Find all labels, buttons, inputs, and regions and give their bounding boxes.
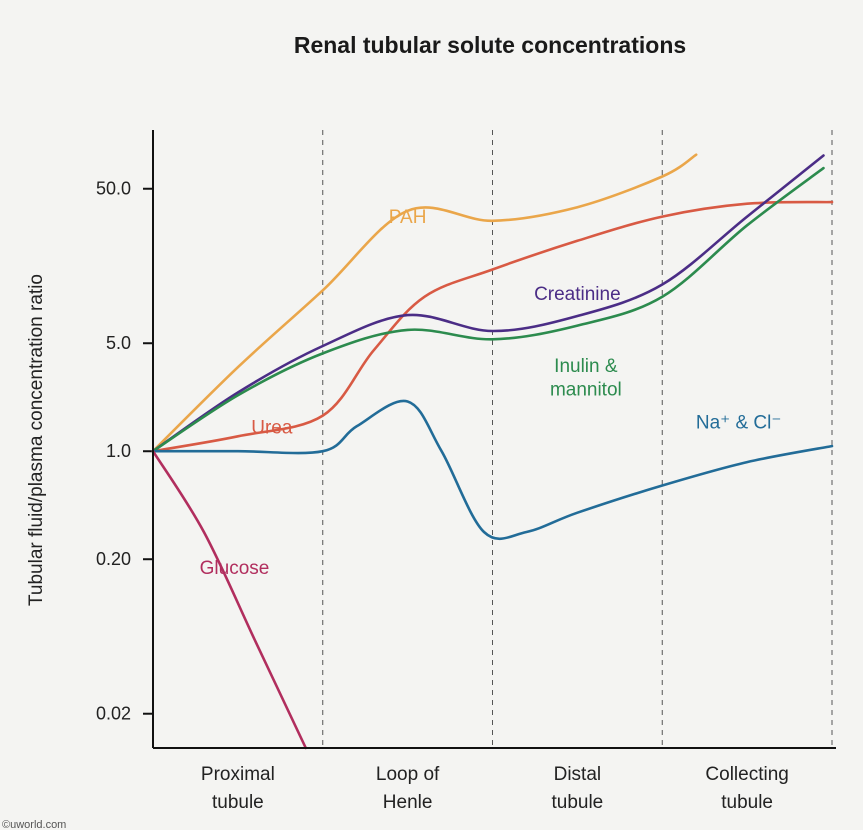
segment-label: Loop of [376,764,440,785]
series-line [151,154,825,453]
segment-label: Distal [554,764,602,785]
series-annotation: PAH [389,207,427,228]
series-annotation: Na⁺ & Cl⁻ [696,413,782,434]
series-line [151,449,308,750]
series-annotation: Glucose [200,558,270,579]
y-tick-label: 1.0 [106,441,131,461]
credit-text: ©uworld.com [2,819,66,830]
series-line [151,200,834,453]
segment-label: tubule [212,792,264,813]
y-tick-label: 5.0 [106,333,131,353]
series-annotations: PAH Urea Creatinine Inulin &mannitol Na⁺ & C… [200,207,782,579]
series-line [151,399,834,541]
chart-title: Renal tubular solute concentrations [294,32,686,58]
y-tick-label: 0.20 [96,549,131,569]
segment-label: tubule [721,792,773,813]
series-annotation: mannitol [550,379,622,400]
series-line [151,166,825,453]
y-axis-ticks: 50.0 5.0 1.0 0.20 0.02 [96,179,153,724]
segment-label: Collecting [705,764,788,785]
y-axis-label: Tubular fluid/plasma concentration ratio [26,274,47,606]
y-tick-label: 50.0 [96,179,131,199]
segment-label: Proximal [201,764,275,785]
series-annotation: Inulin & [554,356,618,377]
y-tick-label: 0.02 [96,704,131,724]
segment-label: Henle [383,792,433,813]
series-lines [151,153,834,750]
series-annotation: Urea [251,418,293,439]
series-annotation: Creatinine [534,284,621,305]
segment-label: tubule [551,792,603,813]
segment-dividers [322,130,833,748]
x-segment-labels: Proximal tubule Loop of Henle Distal tubule Co… [201,764,789,813]
series-line [151,153,698,453]
